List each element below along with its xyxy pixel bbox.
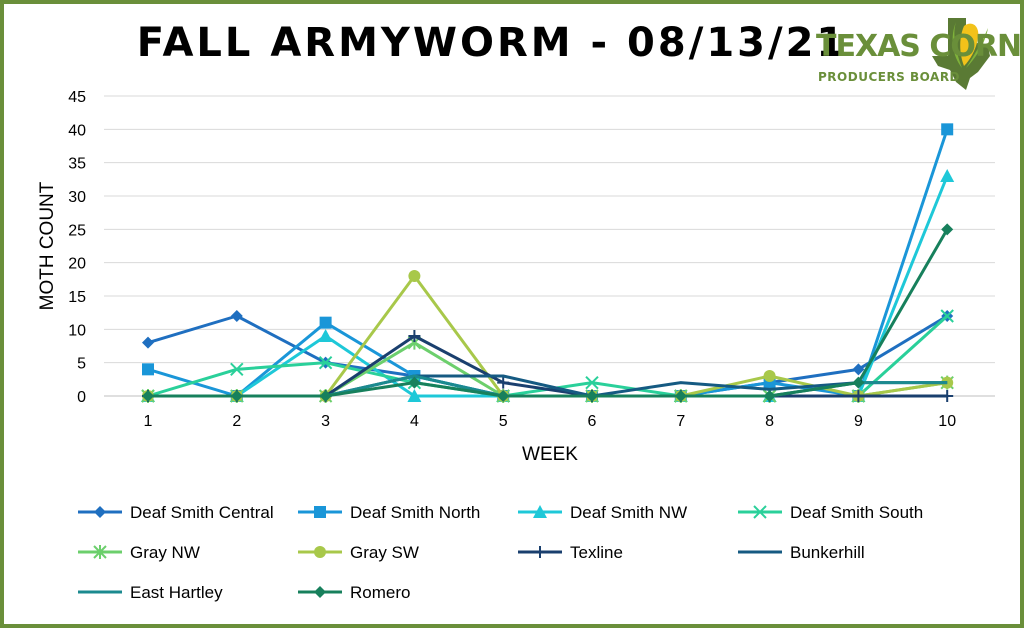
data-point [941,223,954,236]
legend-item: East Hartley [78,583,223,602]
data-point [497,376,510,389]
legend-item: Deaf Smith NW [518,503,687,522]
y-tick-label: 40 [68,122,86,139]
legend-label: Deaf Smith Central [130,503,274,522]
legend-item: Deaf Smith North [298,503,480,522]
x-tick-label: 6 [588,413,597,430]
data-point [940,309,954,323]
data-point [314,546,326,558]
legend-item: Deaf Smith Central [78,503,274,522]
logo-name: TEXAS CORN [816,29,1022,64]
y-tick-label: 30 [68,189,86,206]
data-point [142,390,154,402]
series-lines [141,123,955,403]
data-point [142,363,154,376]
data-point [497,390,510,402]
x-tick-label: 4 [410,413,419,430]
x-tick-label: 7 [676,413,685,430]
texas-corn-icon [932,18,990,90]
data-point [753,505,767,519]
series-gray-sw [142,270,954,402]
x-tick-label: 9 [854,413,863,430]
data-point [586,390,598,402]
data-point [852,376,865,389]
data-point [318,355,333,370]
x-axis-label: WEEK [522,444,578,465]
x-tick-label: 1 [144,413,153,430]
legend-item: Deaf Smith South [738,503,923,522]
data-point [407,389,422,402]
y-tick-label: 35 [68,156,86,173]
data-point [852,390,865,402]
logo-subtitle: PRODUCERS BOARD [818,70,961,84]
legend-item: Romero [298,583,410,602]
y-tick-label: 15 [68,289,86,306]
texas-corn-logo: TEXAS CORN PRODUCERS BOARD [806,12,1022,92]
data-point [93,545,107,559]
x-tick-label: 5 [499,413,508,430]
data-point [318,329,333,342]
data-point [230,310,243,322]
data-point [408,330,421,342]
data-point [94,506,106,518]
series-romero [142,223,954,402]
y-tick-label: 10 [68,322,86,339]
data-point [533,505,547,518]
legend-label: Deaf Smith South [790,503,923,522]
legend-item: Bunkerhill [738,543,865,562]
data-point [941,123,954,136]
data-point [314,506,326,518]
data-point [408,376,421,389]
x-tick-labels: 1 2 3 4 5 6 7 8 9 10 [144,413,957,430]
data-point [230,362,244,377]
legend-label: Deaf Smith NW [570,503,687,522]
legend-item: Gray NW [78,543,200,562]
legend-item: Gray SW [298,543,419,562]
y-axis-label: MOTH COUNT [37,181,58,310]
legend-label: Texline [570,543,623,562]
series-line [148,274,948,398]
data-point [852,363,865,376]
legend-label: Bunkerhill [790,543,865,562]
legend-item: Texline [518,543,623,562]
y-tick-label: 20 [68,256,86,273]
data-point [319,316,332,329]
data-point [763,370,776,382]
y-tick-label: 5 [77,356,86,373]
data-point [230,390,243,402]
gridlines [104,95,995,397]
legend-label: East Hartley [130,583,223,602]
y-tick-label: 0 [77,389,86,406]
legend-label: Romero [350,583,410,602]
x-tick-label: 8 [765,413,774,430]
data-point [674,390,687,402]
data-point [408,270,421,282]
y-tick-labels: 0 5 10 15 20 25 30 35 40 45 [68,89,86,406]
x-tick-label: 10 [938,413,956,430]
x-tick-label: 2 [232,413,241,430]
data-point [142,336,154,349]
series-line [148,228,949,398]
y-tick-label: 25 [68,222,86,239]
data-point [941,390,954,402]
data-point [314,586,326,598]
legend-label: Gray NW [130,543,200,562]
data-point [585,375,599,390]
data-point [534,546,546,558]
legend-label: Deaf Smith North [350,503,480,522]
y-tick-label: 45 [68,89,86,106]
legend: Deaf Smith Central Deaf Smith North Deaf S… [78,503,923,602]
x-tick-label: 3 [321,413,330,430]
data-point [763,390,776,402]
chart-title: FALL ARMYWORM - 08/13/21 [136,20,848,66]
legend-label: Gray SW [350,543,419,562]
data-point [319,390,332,402]
data-point [940,169,955,182]
